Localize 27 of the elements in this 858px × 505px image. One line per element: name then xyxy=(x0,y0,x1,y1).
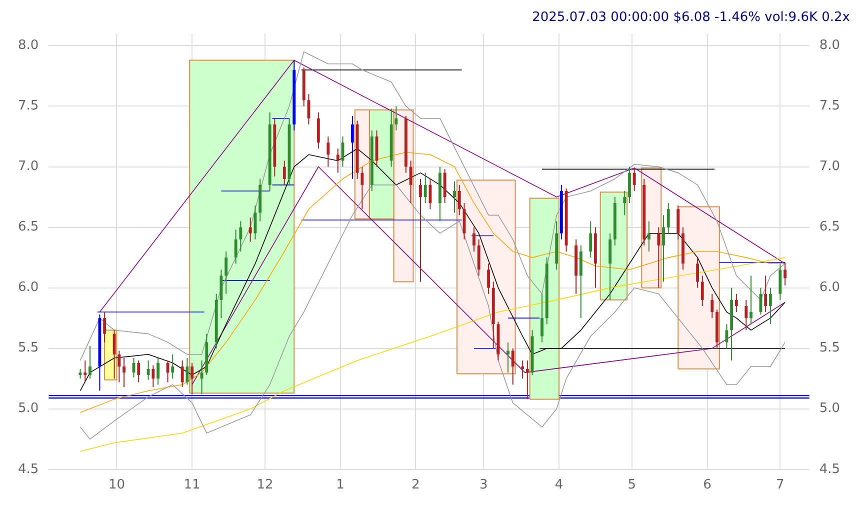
y-tick-label: 5.0 xyxy=(18,401,39,416)
y2-tick-label: 6.0 xyxy=(819,280,840,296)
x-tick-label: 6 xyxy=(703,478,712,493)
x-tick-label: 4 xyxy=(554,478,564,493)
x-tick-label: 10 xyxy=(108,478,125,493)
chart-title: 2025.07.03 00:00:00 $6.08 -1.46% vol:9.6K 0.2x xyxy=(532,10,850,26)
y-tick-label: 4.5 xyxy=(18,462,39,477)
y-tick-label: 5.5 xyxy=(18,340,39,356)
y2-tick-label: 5.5 xyxy=(819,340,840,356)
x-tick-label: 12 xyxy=(256,478,274,493)
x-tick-label: 11 xyxy=(184,478,200,493)
y-tick-label: 7.5 xyxy=(18,98,39,114)
y2-tick-label: 5.0 xyxy=(819,401,840,416)
y2-tick-label: 6.5 xyxy=(819,220,840,235)
y-tick-label: 6.5 xyxy=(18,220,39,235)
x-tick-label: 1 xyxy=(336,478,344,493)
y2-tick-label: 4.5 xyxy=(819,462,840,477)
y-tick-label: 8.0 xyxy=(18,38,39,54)
y2-tick-label: 7.0 xyxy=(819,159,840,174)
y-tick-label: 6.0 xyxy=(18,280,39,296)
y2-tick-label: 7.5 xyxy=(819,98,840,114)
y2-tick-label: 8.0 xyxy=(819,38,840,54)
x-tick-label: 7 xyxy=(776,478,784,493)
x-tick-label: 2 xyxy=(411,478,420,493)
y-tick-label: 7.0 xyxy=(18,159,39,174)
x-tick-label: 3 xyxy=(480,478,488,493)
x-tick-label: 5 xyxy=(628,478,636,493)
